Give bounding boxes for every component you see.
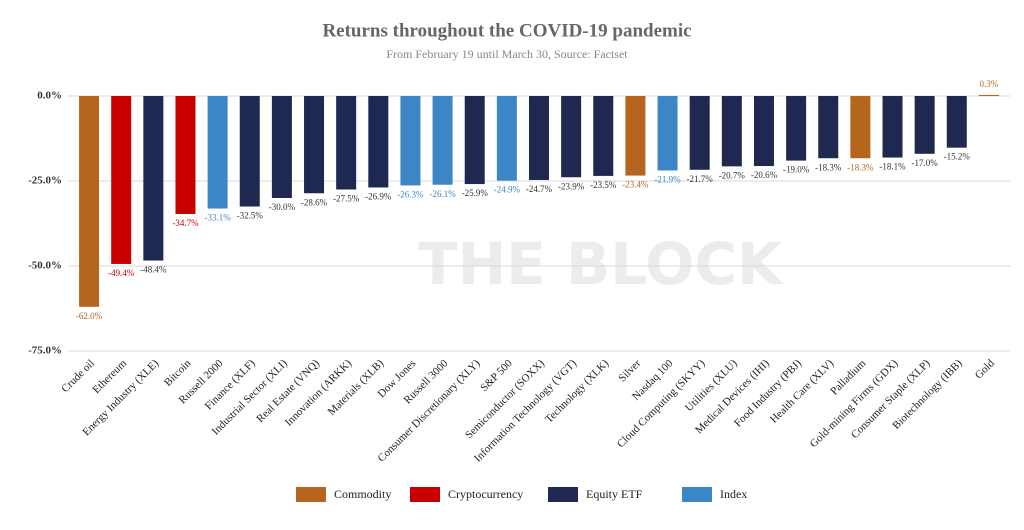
legend-label: Index [720, 487, 747, 501]
value-label: -62.0% [76, 311, 103, 321]
value-label: -19.0% [783, 165, 810, 175]
value-label: -25.9% [462, 188, 489, 198]
x-tick-label: Gold [973, 357, 997, 381]
value-label: -30.0% [269, 202, 296, 212]
bar [239, 96, 260, 207]
y-tick-label: -50.0% [28, 260, 62, 272]
value-label: -28.6% [301, 197, 328, 207]
bar [79, 96, 100, 307]
value-label: -49.4% [108, 268, 135, 278]
value-label: -15.2% [944, 152, 971, 162]
y-tick-label: -25.0% [28, 175, 62, 187]
bar [464, 96, 485, 185]
value-label: -33.1% [204, 213, 231, 223]
bar [689, 96, 710, 170]
value-label: -26.9% [365, 192, 392, 202]
legend-label: Commodity [334, 487, 391, 501]
value-label: 0.3% [980, 79, 999, 89]
watermark: THE BLOCK [418, 230, 784, 298]
bar [561, 96, 582, 178]
value-label: -24.9% [494, 185, 521, 195]
value-label: -20.6% [751, 170, 778, 180]
bar [753, 96, 774, 167]
bar [882, 96, 903, 158]
x-tick-label: Materials (XLB) [326, 357, 387, 418]
value-label: -18.1% [879, 162, 906, 172]
bar [111, 96, 132, 264]
y-tick-label: 0.0% [37, 90, 62, 102]
bar [175, 96, 196, 214]
x-tick-label: Silver [616, 357, 643, 384]
value-label: -23.9% [558, 181, 585, 191]
bar [978, 94, 999, 96]
bar [207, 96, 228, 209]
bar [336, 96, 357, 190]
value-label: -27.5% [333, 194, 360, 204]
legend-label: Cryptocurrency [448, 487, 523, 501]
value-label: -24.7% [526, 184, 553, 194]
bar [368, 96, 389, 188]
bar [721, 96, 742, 167]
bar [400, 96, 421, 186]
value-label: -23.5% [590, 180, 617, 190]
bar [143, 96, 164, 261]
value-label: -21.9% [654, 175, 681, 185]
legend-label: Equity ETF [586, 487, 643, 501]
bar [304, 96, 325, 194]
bar [818, 96, 839, 159]
value-label: -34.7% [172, 218, 199, 228]
value-label: -18.3% [815, 162, 842, 172]
legend-swatch [682, 487, 712, 502]
value-label: -26.3% [397, 189, 424, 199]
legend-swatch [296, 487, 326, 502]
value-label: -21.7% [687, 174, 714, 184]
bar [657, 96, 678, 171]
value-label: -23.4% [622, 180, 649, 190]
bar [432, 96, 453, 185]
bar [625, 96, 646, 176]
bar [271, 96, 292, 198]
bar [496, 96, 517, 181]
chart-subtitle: From February 19 until March 30, Source:… [386, 47, 628, 61]
legend-swatch [410, 487, 440, 502]
x-tick-label: Bitcoin [162, 357, 194, 389]
legend-swatch [548, 487, 578, 502]
bar [529, 96, 549, 180]
bar [946, 96, 967, 148]
bar [914, 96, 935, 154]
chart-title: Returns throughout the COVID-19 pandemic [322, 20, 691, 41]
value-label: -18.3% [847, 162, 874, 172]
bar [593, 96, 614, 176]
value-label: -48.4% [140, 265, 167, 275]
value-label: -26.1% [429, 189, 456, 199]
y-tick-label: -75.0% [28, 345, 62, 357]
value-label: -17.0% [912, 158, 939, 168]
bar [786, 96, 807, 161]
value-label: -32.5% [237, 211, 264, 221]
value-label: -20.7% [719, 170, 746, 180]
bar [850, 96, 871, 159]
